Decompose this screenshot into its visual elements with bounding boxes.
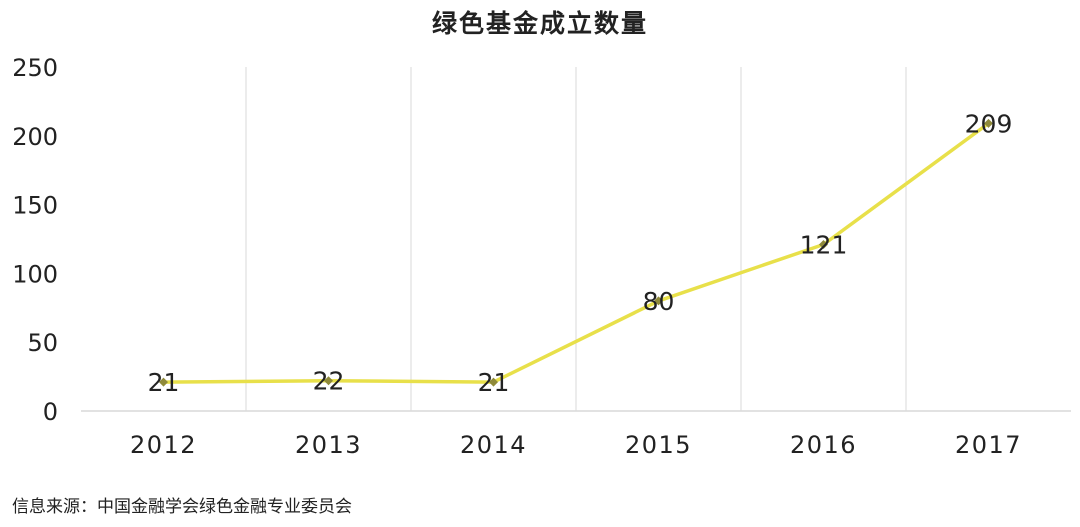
y-tick-label: 250 [12, 54, 58, 82]
gridlines [245, 67, 907, 411]
x-tick-label: 2013 [295, 431, 362, 459]
x-tick-label: 2016 [790, 431, 857, 459]
data-label: 209 [965, 109, 1013, 138]
data-point-marker [984, 118, 993, 128]
series-line [161, 121, 991, 384]
y-tick-label: 50 [27, 329, 58, 357]
data-label: 80 [643, 287, 675, 316]
y-tick-label: 200 [12, 123, 58, 151]
data-point-marker [489, 377, 498, 387]
chart-title: 绿色基金成立数量 [431, 9, 648, 38]
data-labels: 21 22 21 80 121 209 [148, 109, 1013, 397]
data-point-marker [654, 296, 663, 306]
y-tick-label: 100 [12, 260, 58, 288]
y-tick-label: 0 [43, 398, 58, 426]
x-tick-label: 2017 [955, 431, 1022, 459]
data-point-marker [324, 376, 333, 386]
data-point-marker [819, 240, 828, 250]
source-note: 信息来源：中国金融学会绿色金融专业委员会 [12, 497, 352, 517]
x-tick-label: 2014 [460, 431, 527, 459]
data-label: 21 [478, 368, 510, 397]
data-label: 22 [313, 367, 345, 396]
data-label: 21 [148, 368, 180, 397]
x-tick-label: 2015 [625, 431, 692, 459]
data-point-marker [159, 377, 168, 387]
x-tick-label: 2012 [130, 431, 197, 459]
y-tick-label: 150 [12, 192, 58, 220]
data-label: 121 [800, 231, 848, 260]
series-layer [159, 118, 993, 387]
axes: 0 50 100 150 200 250 2012 2013 2014 2015 2016 2017 [12, 54, 1071, 459]
